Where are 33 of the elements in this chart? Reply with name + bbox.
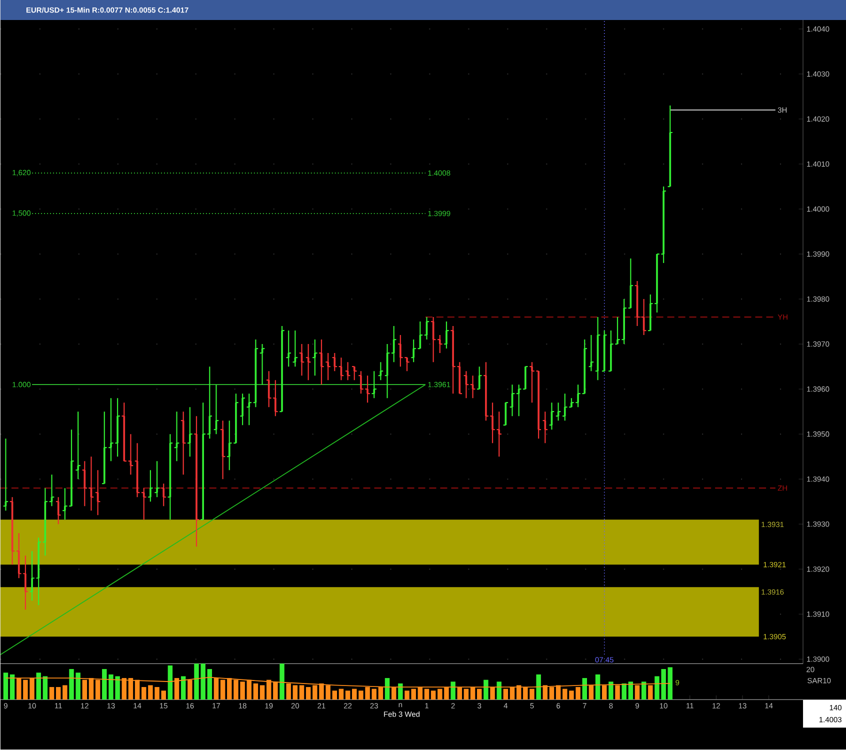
bar [595,674,600,700]
bar [668,667,673,700]
bar [56,687,61,700]
bar [49,687,54,700]
bar [207,669,212,700]
bar [450,682,456,700]
bar [352,689,357,700]
bar [280,664,284,700]
bar [398,684,403,700]
bar [260,685,265,700]
bar [42,676,48,700]
bar [141,687,146,700]
bar [345,690,350,700]
bar [338,689,344,700]
bar [536,674,541,700]
bar [36,672,41,700]
bar [622,684,626,700]
bar [430,690,436,700]
bar [3,672,8,700]
bar [582,678,587,700]
bar [608,682,614,700]
bar [641,682,646,700]
bar [496,682,502,700]
bar [306,687,311,700]
bar [628,682,634,700]
bar [384,678,390,700]
bar [10,674,15,700]
bar [62,685,68,700]
bar [484,680,488,700]
bar [180,676,186,700]
bar [168,666,173,700]
bar [332,690,338,700]
bar [253,684,258,700]
